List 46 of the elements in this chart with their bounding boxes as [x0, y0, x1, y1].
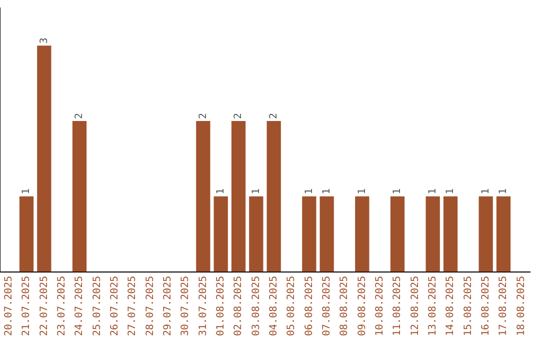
data-label: 2 — [74, 113, 86, 120]
x-tick-label: 13.08.2025 — [427, 276, 438, 336]
x-tick-label: 04.08.2025 — [268, 276, 280, 336]
x-tick-label: 14.08.2025 — [445, 276, 456, 336]
data-label: 2 — [198, 113, 209, 120]
data-label: 1 — [498, 188, 510, 194]
data-label: 1 — [215, 188, 226, 194]
x-tick-label: 28.07.2025 — [144, 276, 156, 336]
data-label: 3 — [38, 38, 50, 44]
x-tick-label: 06.08.2025 — [304, 276, 315, 336]
data-label: 1 — [480, 188, 492, 194]
data-label: 1 — [321, 188, 332, 194]
x-tick-label: 18.08.2025 — [516, 276, 527, 336]
x-tick-label: 07.08.2025 — [321, 276, 332, 336]
x-tick-label: 08.08.2025 — [339, 276, 350, 336]
x-tick-label: 21.07.2025 — [21, 276, 32, 336]
x-tick-label: 27.07.2025 — [127, 276, 138, 336]
x-tick-label: 10.08.2025 — [374, 276, 386, 336]
x-tick-label: 03.08.2025 — [250, 276, 262, 336]
x-tick-label: 17.08.2025 — [498, 276, 510, 336]
x-tick-label: 22.07.2025 — [38, 276, 50, 336]
x-tick-label: 25.07.2025 — [92, 276, 103, 336]
data-label: 2 — [268, 113, 280, 120]
x-tick-label: 05.08.2025 — [286, 276, 298, 336]
data-label: 1 — [250, 188, 262, 194]
x-tick-label: 29.07.2025 — [162, 276, 174, 336]
x-tick-label: 15.08.2025 — [462, 276, 474, 336]
x-tick-label: 26.07.2025 — [109, 276, 120, 336]
x-tick-label: 20.07.2025 — [3, 276, 14, 336]
x-tick-label: 16.08.2025 — [480, 276, 492, 336]
data-label: 1 — [392, 188, 404, 194]
data-label: 1 — [21, 188, 32, 194]
data-label: 1 — [304, 188, 315, 194]
x-tick-label: 24.07.2025 — [74, 276, 86, 336]
data-label: 1 — [427, 188, 438, 194]
data-label: 1 — [356, 188, 368, 194]
x-tick-label: 02.08.2025 — [233, 276, 244, 336]
x-tick-label: 01.08.2025 — [215, 276, 226, 336]
x-tick-label: 09.08.2025 — [356, 276, 368, 336]
x-tick-label: 12.08.2025 — [410, 276, 421, 336]
data-label: 1 — [445, 188, 456, 194]
x-tick-label: 23.07.2025 — [56, 276, 68, 336]
data-label: 2 — [233, 113, 244, 120]
x-tick-label: 31.07.2025 — [198, 276, 209, 336]
x-tick-label: 11.08.2025 — [392, 276, 404, 336]
x-tick-label: 30.07.2025 — [180, 276, 192, 336]
